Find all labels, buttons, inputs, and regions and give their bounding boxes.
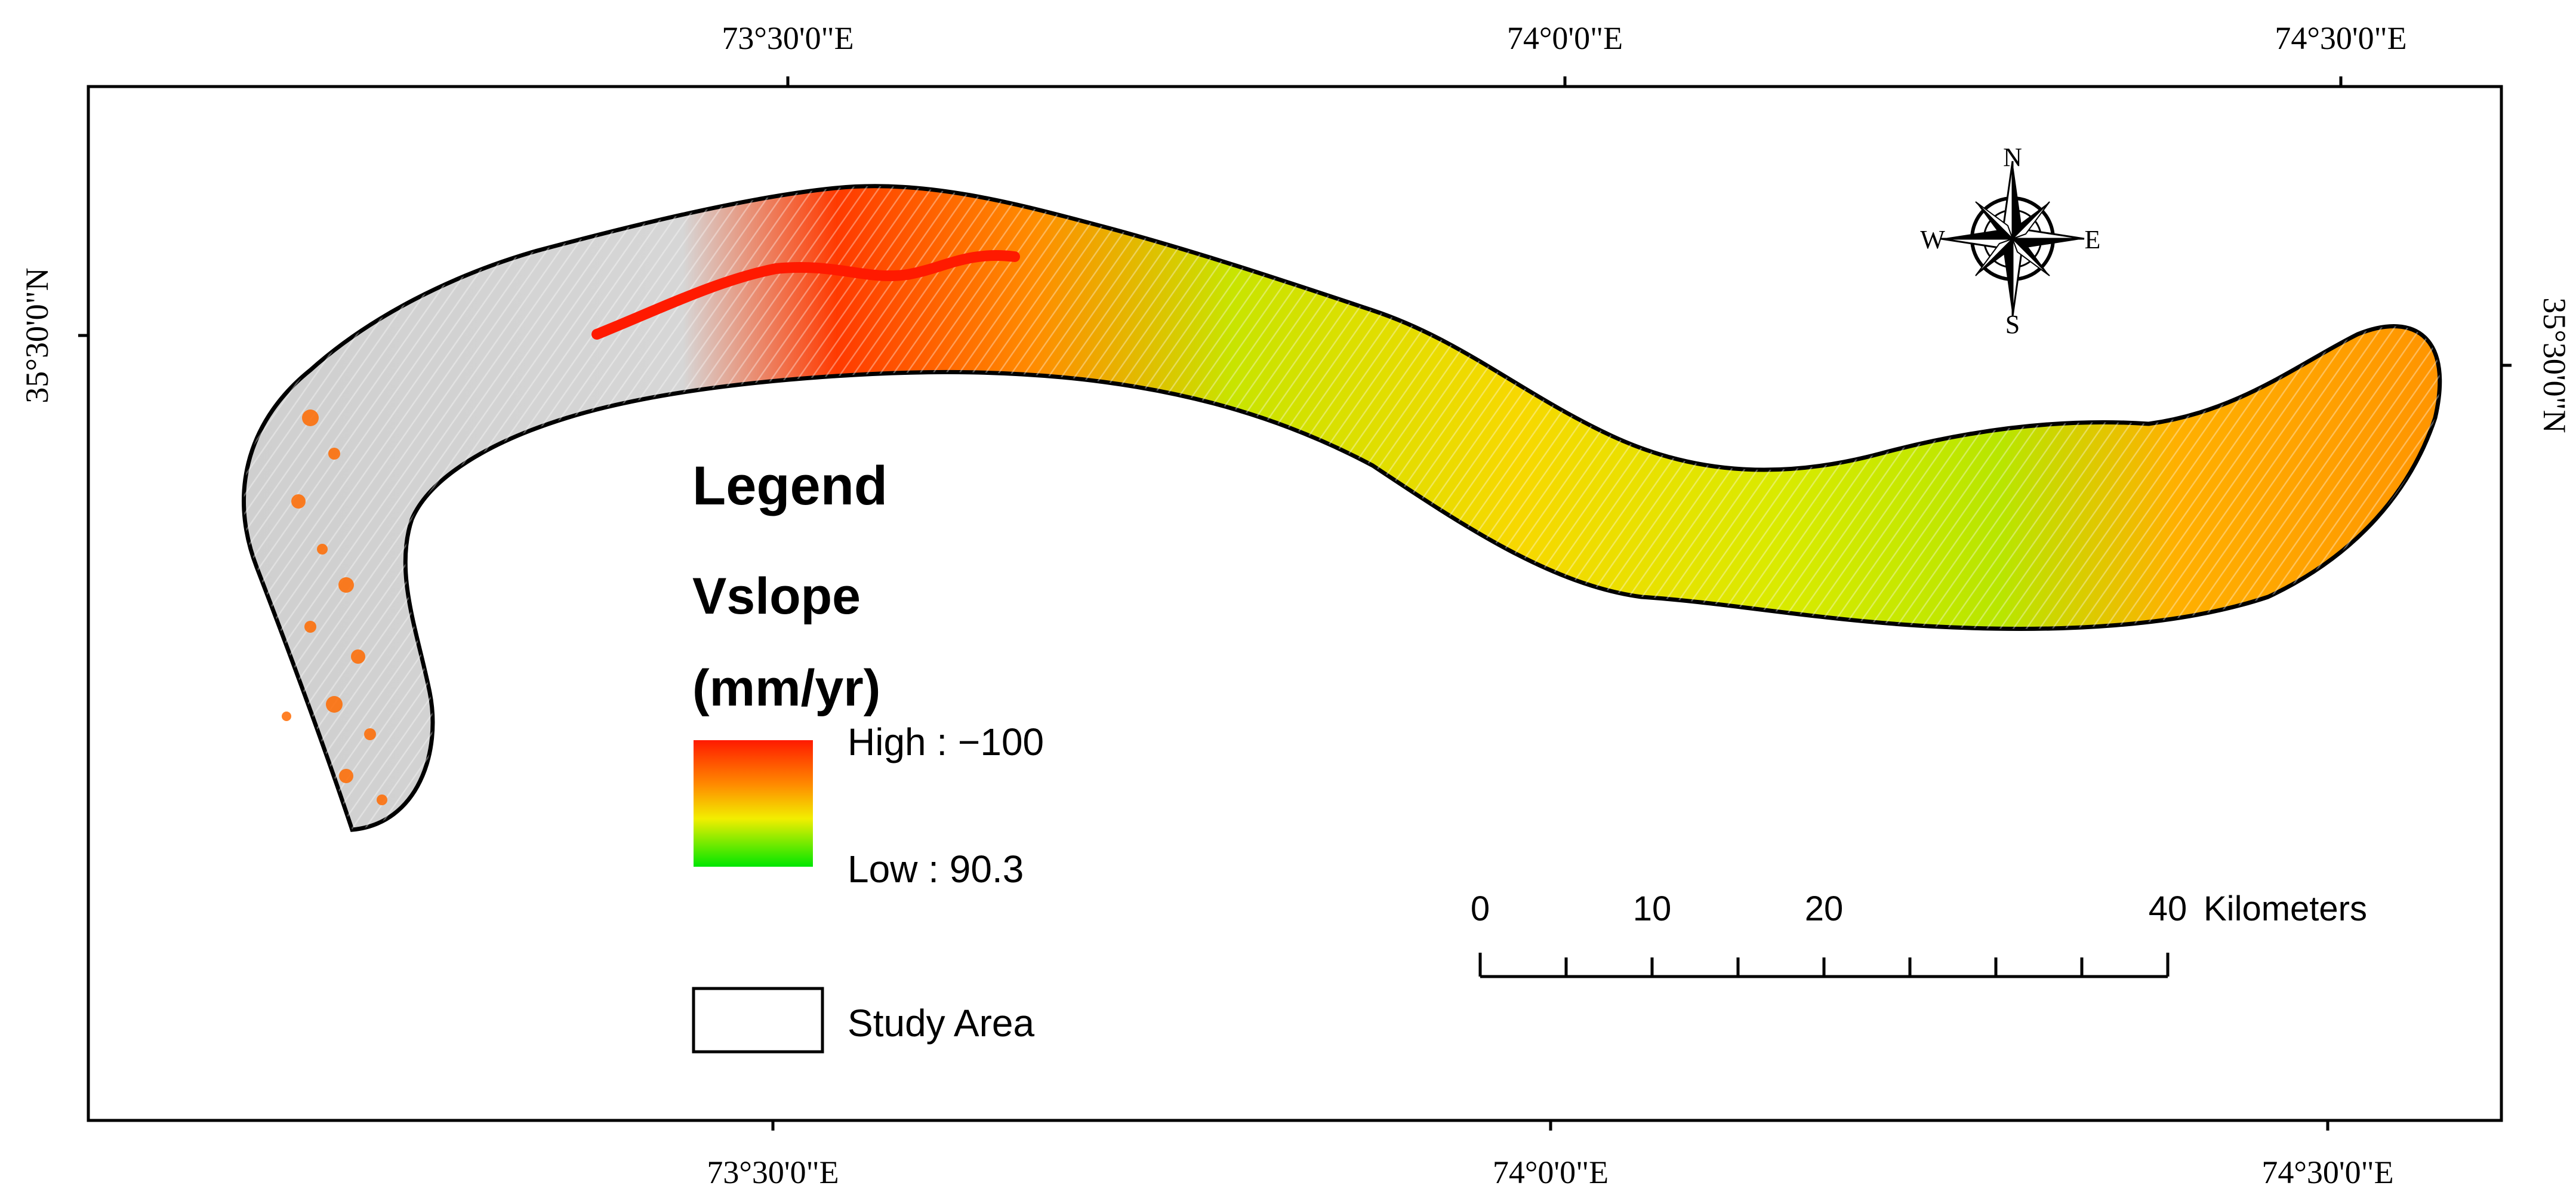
bottom-longitude-label: 74°0'0"E <box>1493 1154 1609 1190</box>
top-longitude-label: 74°0'0"E <box>1507 20 1623 56</box>
deformation-speckles-west <box>282 409 387 805</box>
scale-bar <box>1478 953 2170 978</box>
compass-west-label: W <box>1920 225 1945 254</box>
compass-north-label: N <box>2003 143 2022 172</box>
top-longitude-label: 73°30'0"E <box>722 20 853 56</box>
study-area-band <box>241 184 2442 832</box>
scale-tick-label: 40 <box>2149 889 2187 928</box>
map-frame <box>87 85 2503 1122</box>
legend-layer-name: Vslope <box>692 568 861 625</box>
bottom-longitude-label: 74°30'0"E <box>2261 1154 2393 1190</box>
scale-tick-label: 10 <box>1633 889 1672 928</box>
compass-rose-icon <box>1940 161 2085 317</box>
hillshade-texture <box>244 186 2440 830</box>
scale-units-label: Kilometers <box>2204 889 2367 928</box>
right-latitude-label: 35°30'0"N <box>2537 297 2572 433</box>
legend-units: (mm/yr) <box>692 660 880 717</box>
legend-study-area-swatch <box>692 987 824 1054</box>
graticule-ticks <box>78 76 2512 1131</box>
legend-high-label: High : −100 <box>848 720 1044 763</box>
legend-title: Legend <box>692 455 888 516</box>
compass-east-label: E <box>2085 225 2101 254</box>
top-longitude-label: 74°30'0"E <box>2275 20 2406 56</box>
legend-low-label: Low : 90.3 <box>848 848 1024 891</box>
scale-tick-label: 20 <box>1805 889 1844 928</box>
left-latitude-label: 35°30'0"N <box>19 267 55 403</box>
legend-color-ramp <box>694 740 813 867</box>
bottom-longitude-label: 73°30'0"E <box>707 1154 839 1190</box>
scale-tick-label: 0 <box>1471 889 1490 928</box>
compass-south-label: S <box>2005 310 2020 339</box>
legend-study-area-label: Study Area <box>848 1002 1035 1045</box>
high-deformation-river <box>591 250 1020 340</box>
